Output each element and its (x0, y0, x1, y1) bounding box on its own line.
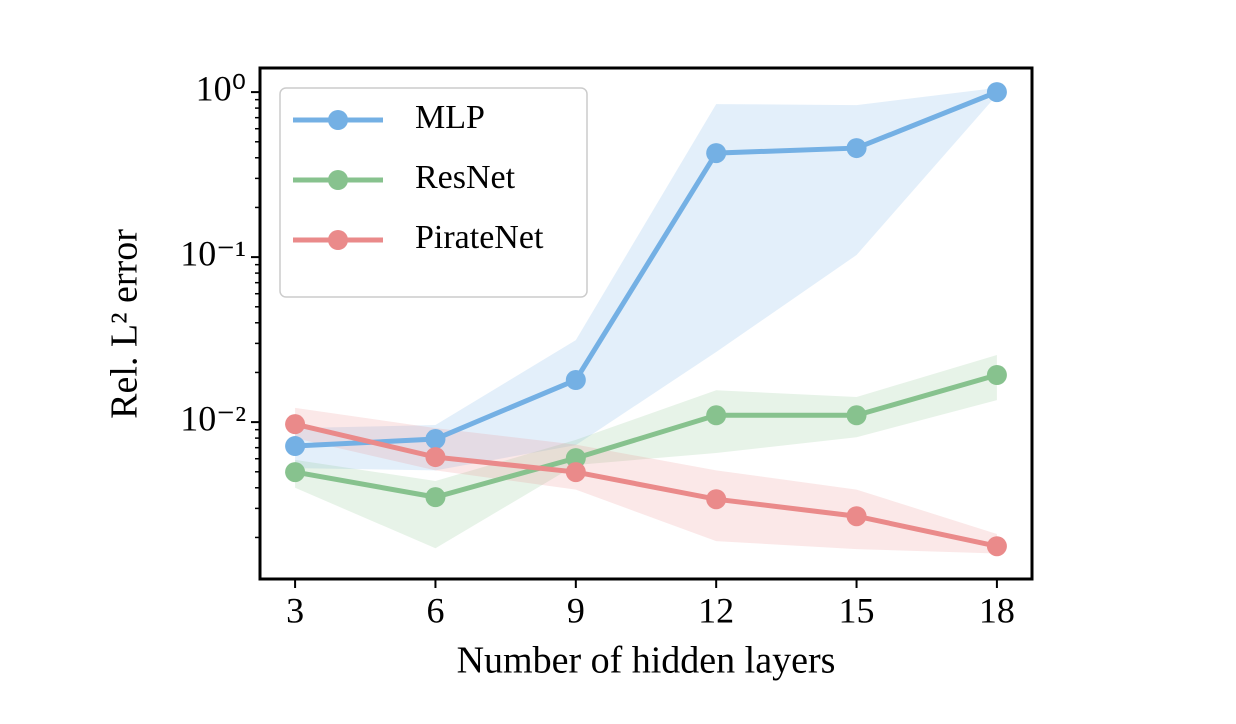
data-point (425, 487, 446, 508)
data-point (986, 536, 1007, 557)
data-point (425, 447, 446, 468)
data-point (425, 429, 446, 450)
error-band (295, 355, 997, 549)
legend-box (279, 87, 588, 298)
x-tick-label: 15 (839, 590, 875, 630)
legend-label: PirateNet (415, 219, 544, 256)
data-point (706, 143, 727, 164)
error-band (295, 407, 997, 554)
x-tick-label: 9 (567, 590, 585, 630)
y-axis-label: Rel. L² error (104, 229, 146, 419)
data-point (285, 414, 306, 435)
legend-label: ResNet (415, 159, 516, 196)
data-point (706, 489, 727, 510)
data-point (846, 138, 867, 159)
x-tick-label: 18 (979, 590, 1015, 630)
series-line (294, 89, 998, 449)
data-point (846, 506, 867, 527)
data-point (565, 448, 586, 469)
x-tick-label: 3 (286, 590, 304, 630)
data-point (565, 462, 586, 483)
data-point (706, 405, 727, 426)
data-point (986, 365, 1007, 386)
data-point (285, 436, 306, 457)
x-tick-label: 12 (698, 590, 734, 630)
y-tick-label: 10⁻² (180, 398, 246, 438)
series-line (294, 421, 998, 549)
data-point (285, 462, 306, 483)
y-tick-label: 10⁰ (196, 68, 246, 108)
series-line (294, 372, 998, 500)
data-point (565, 369, 586, 390)
y-tick-label: 10⁻¹ (180, 233, 246, 273)
error-band (295, 87, 997, 471)
x-axis-label: Number of hidden layers (457, 640, 836, 682)
data-point (986, 82, 1007, 103)
legend-marker (328, 230, 348, 250)
legend-label: MLP (415, 99, 485, 136)
legend-marker (328, 170, 348, 190)
data-point (846, 405, 867, 426)
x-tick-label: 6 (426, 590, 444, 630)
legend-marker (328, 110, 348, 130)
